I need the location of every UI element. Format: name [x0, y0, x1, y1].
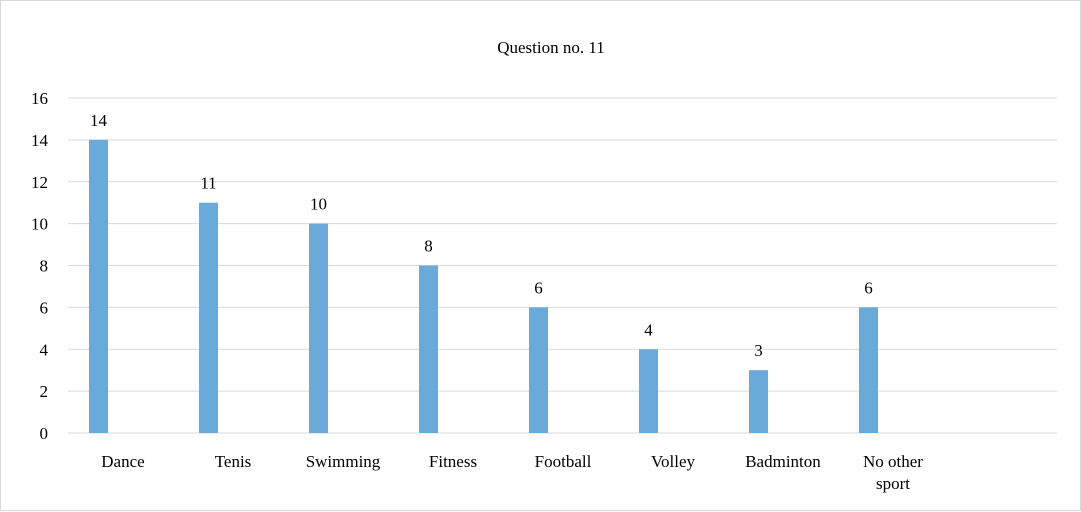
- y-tick-label: 8: [40, 257, 49, 276]
- bar: [419, 265, 438, 433]
- y-tick-label: 12: [31, 173, 48, 192]
- bars: [89, 139, 878, 433]
- x-category-line: sport: [876, 474, 910, 493]
- x-category-label: Dance: [101, 452, 144, 471]
- data-label: 6: [534, 278, 543, 297]
- x-category-line: Football: [535, 452, 592, 471]
- y-tick-label: 14: [31, 131, 49, 150]
- y-tick-label: 2: [40, 382, 49, 401]
- data-label: 10: [310, 195, 327, 214]
- data-label: 6: [864, 278, 873, 297]
- y-tick-label: 6: [40, 298, 49, 317]
- bar: [199, 202, 218, 433]
- x-category-label: Swimming: [306, 452, 381, 471]
- data-label: 11: [200, 174, 216, 193]
- y-tick-label: 0: [40, 424, 49, 443]
- data-label: 3: [754, 341, 763, 360]
- x-category-line: Fitness: [429, 452, 477, 471]
- data-labels: 14 11 10 8 6 4 3 6: [90, 111, 873, 360]
- x-category-line: Volley: [651, 452, 696, 471]
- bar: [749, 370, 768, 433]
- data-label: 4: [644, 320, 653, 339]
- y-tick-label: 4: [40, 340, 49, 359]
- bar: [529, 307, 548, 433]
- x-category-label: Tenis: [215, 452, 252, 471]
- data-label: 8: [424, 237, 433, 256]
- x-category-label: Fitness: [429, 452, 477, 471]
- gridlines: [68, 97, 1057, 434]
- bar: [89, 139, 108, 433]
- x-category-line: Swimming: [306, 452, 381, 471]
- data-label: 14: [90, 111, 108, 130]
- x-category-label: Badminton: [745, 452, 821, 471]
- x-category-label: No other sport: [863, 452, 923, 493]
- bar: [859, 307, 878, 433]
- x-category-line: No other: [863, 452, 923, 471]
- bar: [639, 349, 658, 433]
- chart-title: Question no. 11: [497, 38, 605, 57]
- x-category-label: Football: [535, 452, 592, 471]
- x-category-line: Dance: [101, 452, 144, 471]
- x-category-line: Tenis: [215, 452, 252, 471]
- y-tick-label: 16: [31, 89, 48, 108]
- x-category-line: Badminton: [745, 452, 821, 471]
- y-tick-label: 10: [31, 215, 48, 234]
- bar: [309, 223, 328, 433]
- x-axis-categories: Dance Tenis Swimming Fitness Football Volley B…: [101, 452, 923, 493]
- y-axis-ticks: 0 2 4 6 8 10 12 14 16: [31, 89, 49, 443]
- x-category-label: Volley: [651, 452, 696, 471]
